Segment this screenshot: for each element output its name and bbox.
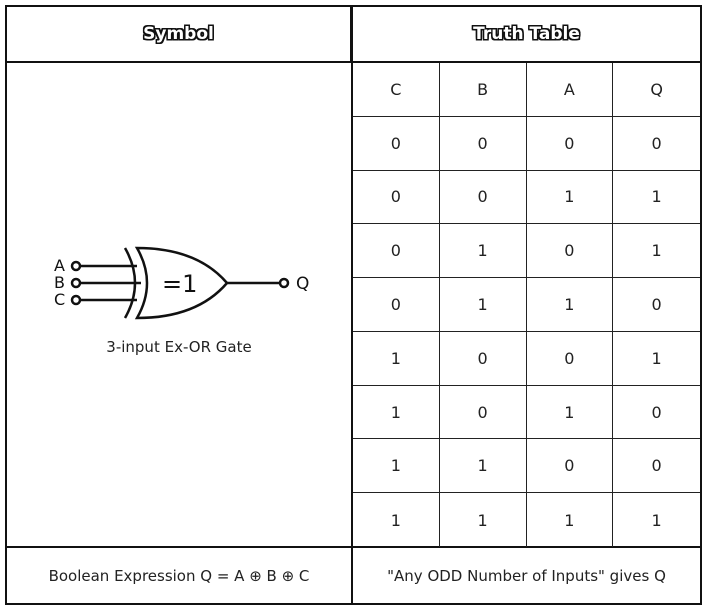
table-cell: 0 — [613, 117, 700, 171]
table-cell: 0 — [439, 331, 527, 386]
input-terminal-c — [70, 294, 82, 306]
input-label-a: A — [54, 256, 65, 275]
table-cell: 0 — [439, 385, 527, 440]
table-cell: 0 — [526, 116, 614, 171]
table-cell: 0 — [353, 224, 440, 279]
table-cell: 1 — [439, 224, 527, 279]
table-cell: 0 — [613, 278, 700, 332]
table-cell: 1 — [613, 171, 700, 225]
output-label-q: Q — [296, 274, 309, 294]
boolean-expression: Boolean Expression Q = A ⊕ B ⊕ C — [48, 567, 310, 585]
column-divider — [351, 63, 353, 605]
column-header-q: Q — [613, 63, 700, 117]
table-cell: 0 — [353, 170, 440, 225]
xor-gate-body — [134, 246, 229, 320]
table-cell: 1 — [439, 439, 527, 494]
table-cell: 0 — [526, 331, 614, 386]
table-cell: 0 — [439, 170, 527, 225]
table-cell: 0 — [353, 278, 440, 332]
table-cell: 0 — [613, 439, 700, 494]
column-header-a: A — [526, 63, 614, 117]
table-cell: 1 — [526, 278, 614, 332]
table-cell: 0 — [526, 224, 614, 279]
table-cell: 1 — [353, 493, 440, 547]
symbol-header: Symbol — [5, 5, 352, 63]
symbol-panel: A B C =1 Q 3-input Ex-OR Gate — [7, 63, 351, 547]
output-terminal — [278, 277, 290, 289]
table-cell: 1 — [613, 332, 700, 386]
table-cell: 0 — [353, 116, 440, 171]
table-cell: 1 — [353, 439, 440, 494]
gate-body-label: =1 — [162, 270, 197, 298]
column-header-b: B — [439, 63, 527, 117]
gate-caption: 3-input Ex-OR Gate — [106, 338, 252, 356]
table-cell: 0 — [526, 439, 614, 494]
xor-input-curve — [123, 247, 137, 319]
footer-divider — [5, 546, 702, 548]
input-label-c: C — [54, 290, 65, 309]
xor-gate-symbol: A B C =1 Q — [54, 246, 309, 320]
table-cell: 1 — [613, 224, 700, 279]
truth-table-header: Truth Table — [351, 5, 702, 63]
input-terminal-a — [70, 260, 82, 272]
input-label-b: B — [54, 273, 65, 292]
table-cell: 0 — [439, 116, 527, 171]
table-cell: 1 — [527, 493, 614, 547]
table-cell: 1 — [440, 493, 527, 547]
column-header-c: C — [353, 63, 440, 117]
table-cell: 1 — [353, 385, 440, 440]
table-cell: 1 — [526, 385, 614, 440]
input-terminal-b — [70, 277, 82, 289]
table-cell: 0 — [613, 386, 700, 440]
odd-inputs-note: "Any ODD Number of Inputs" gives Q — [387, 567, 666, 585]
table-cell: 1 — [651, 510, 662, 530]
table-cell: 1 — [526, 170, 614, 225]
table-cell: 1 — [439, 278, 527, 332]
table-cell: 1 — [353, 331, 440, 386]
